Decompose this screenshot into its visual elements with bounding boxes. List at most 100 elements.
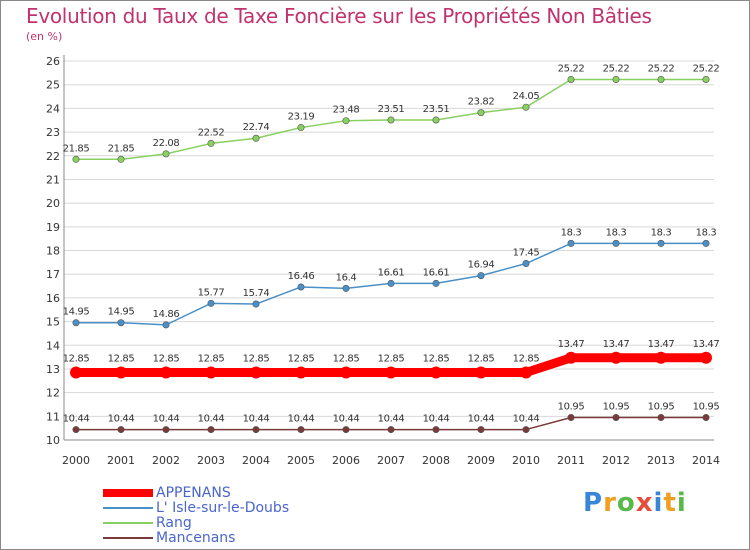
data-label: 17.45	[513, 248, 540, 259]
data-point	[567, 239, 575, 247]
data-point	[522, 260, 530, 268]
data-point	[297, 124, 305, 132]
data-point	[522, 103, 530, 111]
x-tick-label: 2014	[692, 454, 720, 467]
data-point	[70, 366, 82, 379]
logo-letter: x	[635, 488, 654, 518]
data-point	[565, 351, 577, 364]
data-point	[387, 279, 395, 287]
legend-item: Mancenans	[103, 531, 235, 545]
y-tick-label: 24	[46, 102, 60, 115]
data-label: 15.77	[198, 287, 225, 298]
data-point	[700, 351, 712, 364]
y-tick-label: 11	[46, 410, 60, 423]
data-label: 10.44	[198, 414, 225, 425]
data-point	[702, 239, 710, 247]
data-point	[657, 239, 665, 247]
data-label: 25.22	[558, 63, 585, 74]
legend-swatch	[103, 522, 153, 524]
data-point	[430, 366, 442, 379]
y-tick-label: 26	[46, 55, 60, 68]
data-point	[297, 426, 305, 434]
legend-item: L' Isle-sur-le-Doubs	[103, 501, 289, 515]
y-tick-label: 19	[46, 221, 60, 234]
data-point	[205, 366, 217, 379]
data-point	[162, 150, 170, 158]
data-label: 22.08	[153, 138, 180, 149]
data-point	[162, 321, 170, 329]
data-label: 10.44	[333, 414, 360, 425]
data-point	[252, 300, 260, 308]
data-label: 15.74	[243, 288, 270, 299]
data-point	[522, 426, 530, 434]
y-tick-label: 25	[46, 79, 60, 92]
data-label: 10.44	[153, 414, 180, 425]
data-point	[297, 283, 305, 291]
data-point	[207, 426, 215, 434]
x-tick-label: 2007	[377, 454, 405, 467]
data-point	[520, 366, 532, 379]
x-tick-label: 2003	[197, 454, 225, 467]
data-label: 25.22	[603, 63, 630, 74]
data-point	[385, 366, 397, 379]
data-label: 12.85	[153, 353, 180, 364]
data-label: 16.94	[468, 260, 495, 271]
data-label: 14.86	[153, 309, 180, 320]
y-tick-label: 18	[46, 245, 60, 258]
data-label: 23.19	[288, 112, 315, 123]
data-point	[160, 366, 172, 379]
legend-swatch	[103, 537, 153, 539]
chart-subtitle: (en %)	[26, 30, 63, 43]
data-point	[567, 413, 575, 421]
logo-letter: i	[653, 488, 664, 518]
y-tick-label: 12	[46, 387, 60, 400]
data-point	[117, 426, 125, 434]
y-tick-label: 13	[46, 363, 60, 376]
data-label: 23.51	[423, 104, 450, 115]
y-tick-label: 21	[46, 173, 60, 186]
data-point	[612, 413, 620, 421]
y-tick-label: 17	[46, 268, 60, 281]
logo-letter: t	[663, 488, 677, 518]
data-label: 10.44	[63, 414, 90, 425]
data-point	[72, 426, 80, 434]
data-point	[432, 116, 440, 124]
data-label: 10.44	[513, 414, 540, 425]
data-label: 25.22	[648, 63, 675, 74]
data-point	[72, 155, 80, 163]
data-point	[432, 279, 440, 287]
data-label: 14.95	[63, 307, 90, 318]
data-label: 12.85	[63, 353, 90, 364]
data-label: 10.44	[243, 414, 270, 425]
data-label: 23.51	[378, 104, 405, 115]
data-label: 10.44	[108, 414, 135, 425]
data-label: 23.48	[333, 105, 360, 116]
data-point	[475, 366, 487, 379]
data-point	[117, 319, 125, 327]
data-label: 21.85	[108, 143, 135, 154]
legend-label: Rang	[156, 515, 192, 531]
logo-letter: i	[676, 488, 687, 518]
x-tick-label: 2001	[107, 454, 135, 467]
data-label: 10.95	[558, 401, 585, 412]
data-label: 12.85	[288, 353, 315, 364]
x-tick-label: 2010	[512, 454, 540, 467]
data-label: 10.95	[693, 401, 720, 412]
legend-item: APPENANS	[103, 486, 231, 500]
data-label: 18.3	[561, 227, 582, 238]
data-point	[295, 366, 307, 379]
data-label: 12.85	[108, 353, 135, 364]
legend-swatch	[103, 489, 153, 497]
y-tick-label: 23	[46, 126, 60, 139]
data-point	[612, 239, 620, 247]
logo-letter: o	[616, 488, 636, 518]
data-label: 18.3	[651, 227, 672, 238]
data-point	[702, 413, 710, 421]
x-tick-label: 2005	[287, 454, 315, 467]
data-label: 16.61	[378, 267, 405, 278]
data-point	[117, 155, 125, 163]
data-label: 10.95	[603, 401, 630, 412]
data-point	[340, 366, 352, 379]
